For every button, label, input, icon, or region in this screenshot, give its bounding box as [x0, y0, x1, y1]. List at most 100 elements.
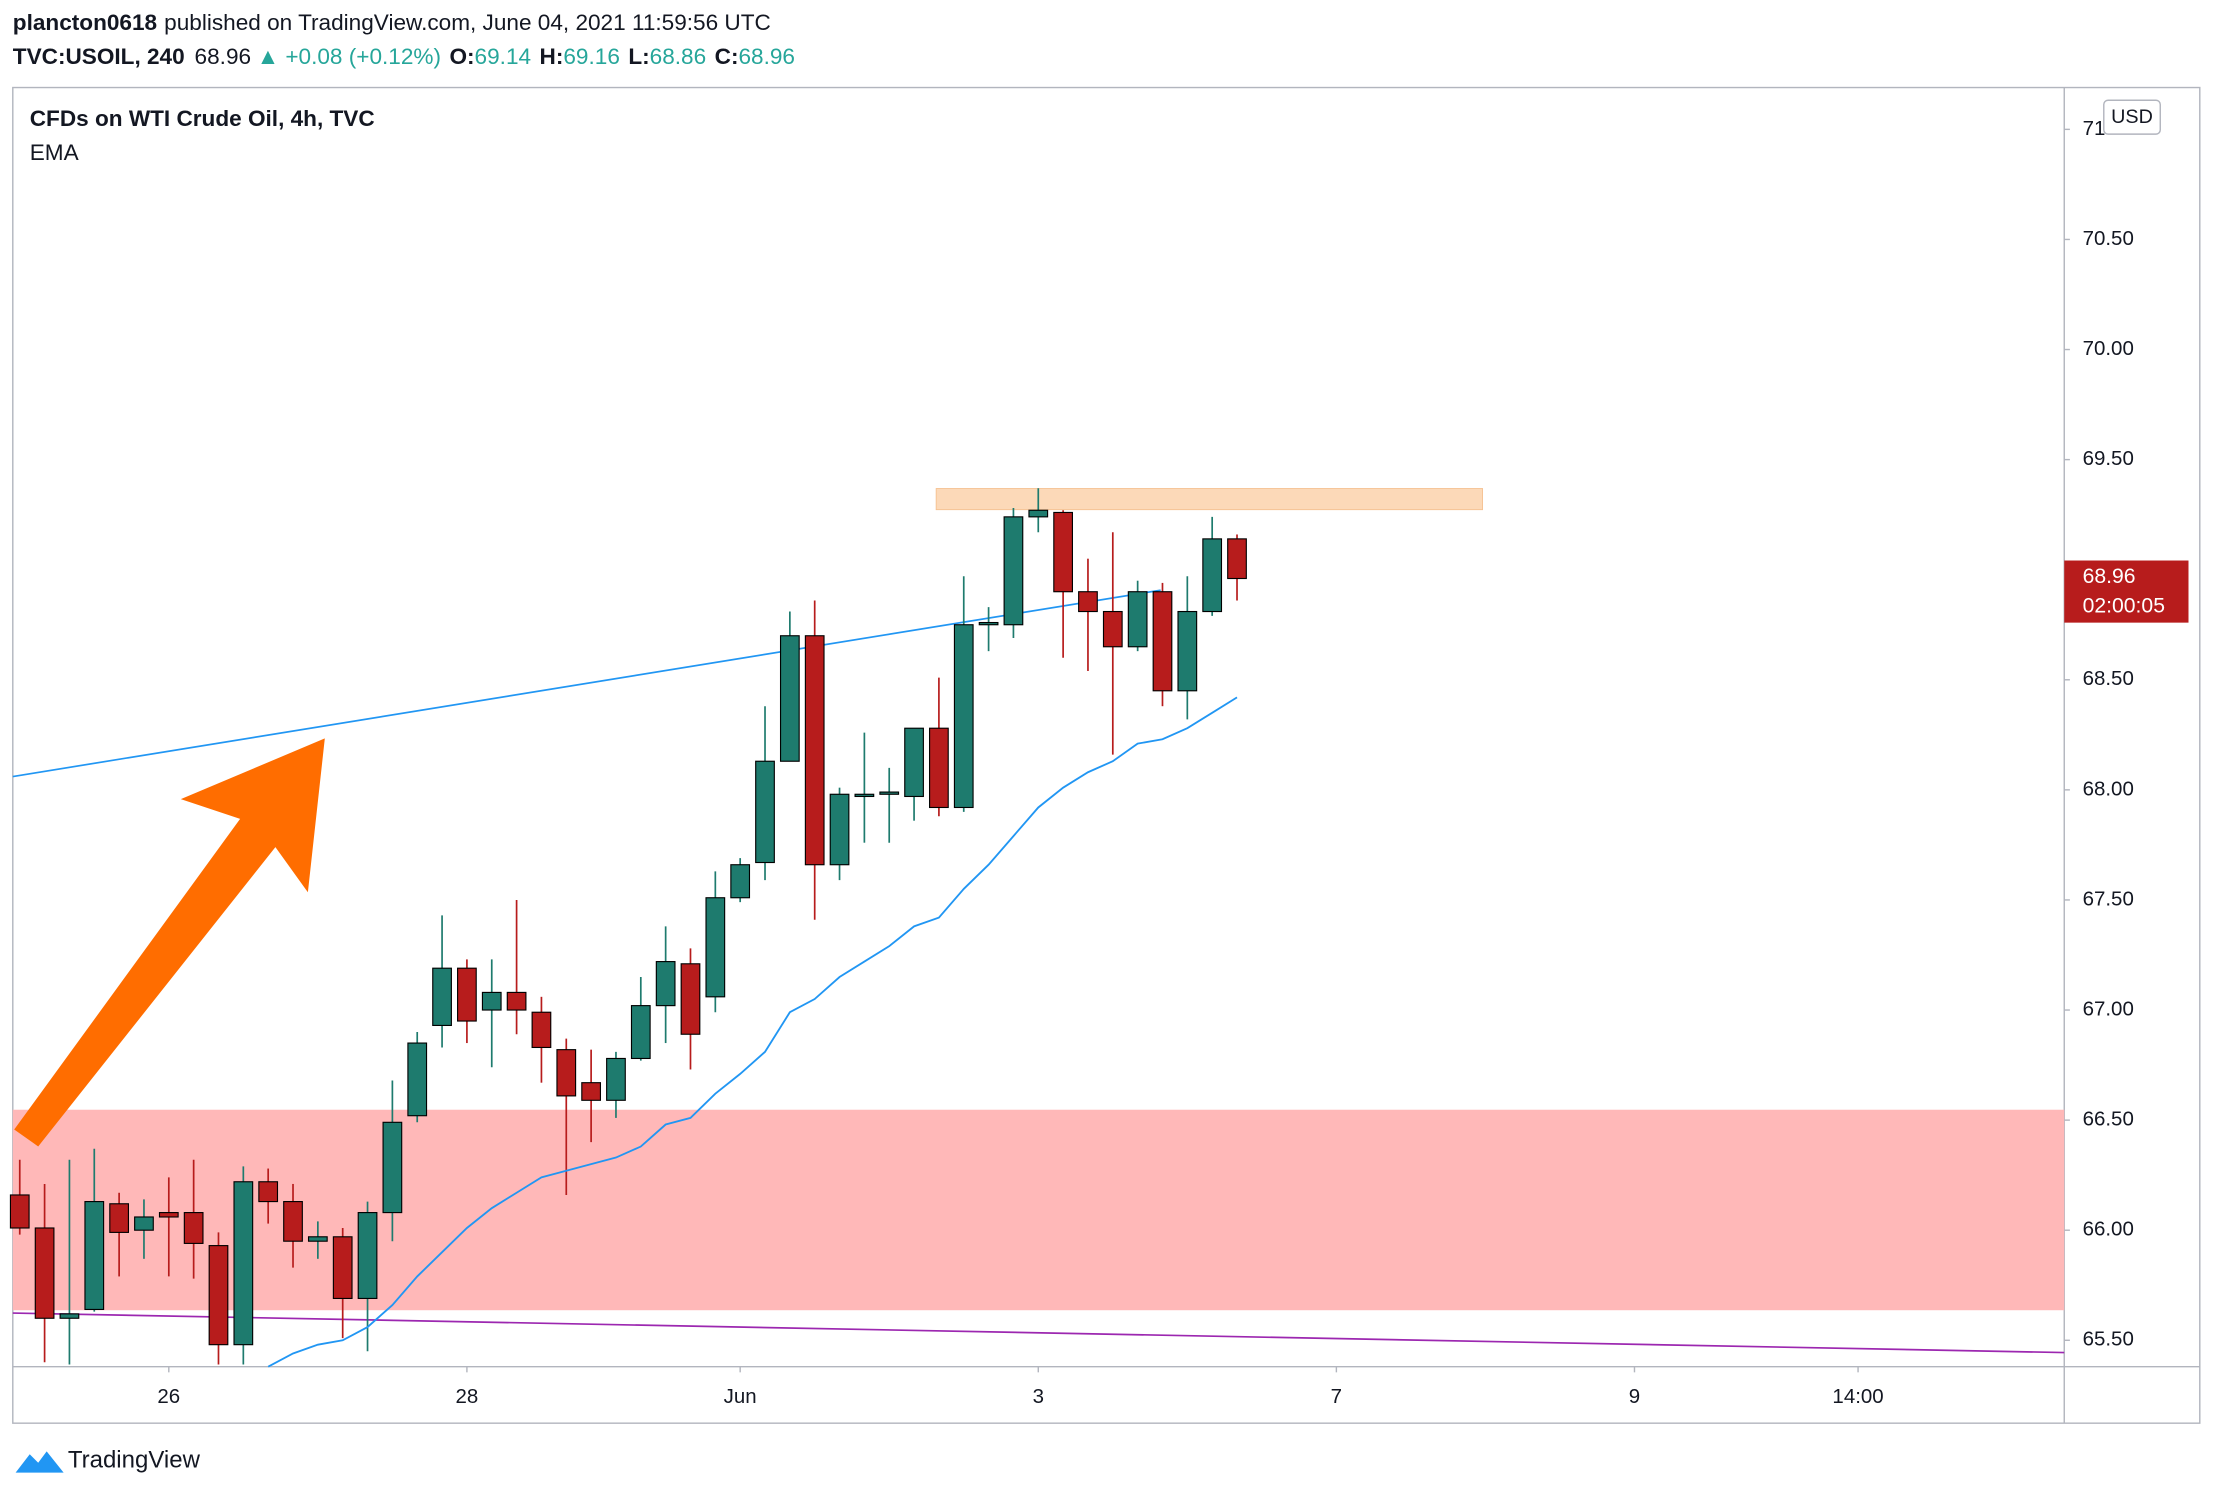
x-tick-label: Jun	[724, 1385, 757, 1408]
candle-body	[630, 1005, 651, 1060]
candle-body	[606, 1057, 626, 1101]
ohlc-label: L:	[628, 44, 649, 69]
candle-body	[1003, 516, 1024, 626]
x-tick-label: 26	[157, 1385, 180, 1408]
change: ▲ +0.08 (+0.12%)	[257, 44, 441, 69]
candle-body	[1053, 511, 1073, 593]
symbol-line: TVC:USOIL, 240 68.96 ▲ +0.08 (+0.12%) O:69.…	[13, 44, 795, 69]
candle-body	[779, 635, 800, 762]
y-tick-label: 68.00	[2083, 777, 2134, 800]
candle-body	[233, 1181, 254, 1346]
chart-frame	[12, 86, 2201, 1424]
candle-body	[432, 967, 452, 1027]
y-tick-label: 71	[2083, 117, 2106, 140]
resistance-zone	[935, 488, 1483, 511]
candle-body	[730, 864, 751, 899]
candle-body	[581, 1082, 601, 1101]
published: published on TradingView.com, June 04, 2…	[164, 10, 771, 35]
y-tick-label: 65.50	[2083, 1328, 2134, 1351]
candle-body	[854, 793, 875, 798]
x-tick-label: 3	[1033, 1385, 1044, 1408]
publish-line: plancton0618 published on TradingView.com…	[13, 10, 771, 35]
ema-line	[267, 696, 1238, 1368]
candle-body	[34, 1227, 55, 1319]
candle-body	[283, 1201, 303, 1242]
candle-body	[1202, 538, 1223, 613]
candle-body	[1127, 591, 1148, 648]
currency: USD	[2111, 106, 2153, 128]
candle-body	[904, 727, 924, 798]
candle-body	[183, 1212, 204, 1244]
last: 68.96	[195, 44, 252, 69]
candle-body	[1102, 610, 1123, 648]
symbol: TVC:USOIL, 240	[13, 44, 185, 69]
y-tick-label: 66.50	[2083, 1108, 2134, 1131]
trend-line	[12, 589, 1161, 778]
logo-icon	[15, 1451, 64, 1473]
candle-body	[879, 791, 900, 795]
currency-box[interactable]	[2103, 99, 2161, 135]
candle-body	[258, 1181, 279, 1203]
candle-body	[978, 621, 999, 626]
candle-body	[1152, 591, 1173, 692]
price-label-box	[2064, 560, 2189, 623]
y-tick-label: 67.50	[2083, 887, 2134, 910]
candle-body	[332, 1236, 353, 1300]
candle-body	[457, 967, 477, 1022]
plot: 65.5066.0066.5067.0067.5068.0068.5069.00…	[9, 117, 2134, 1408]
candle-body	[755, 760, 775, 864]
ohlc-value: 69.16	[563, 44, 620, 69]
y-tick-label: 67.00	[2083, 997, 2134, 1020]
logo: TradingView	[15, 1447, 201, 1474]
candle-body	[84, 1201, 105, 1311]
candle-body	[1177, 610, 1198, 692]
candle-body	[481, 991, 502, 1011]
user: plancton0618	[13, 10, 157, 35]
support-zone	[12, 1109, 2065, 1311]
ohlc-label: O:	[449, 44, 474, 69]
y-tick-label: 68.50	[2083, 667, 2134, 690]
brand: TradingView	[68, 1447, 201, 1474]
candle-body	[556, 1049, 577, 1097]
arrow	[14, 738, 325, 1147]
candle-body	[407, 1042, 428, 1117]
candle-body	[1227, 538, 1247, 580]
candle-body	[655, 961, 676, 1007]
candle-body	[357, 1212, 378, 1300]
candle-body	[1028, 509, 1049, 518]
candle-body	[1078, 591, 1098, 613]
candle-body	[929, 727, 949, 809]
candle-body	[382, 1121, 403, 1214]
ohlc-label: H:	[540, 44, 564, 69]
candle-body	[307, 1236, 328, 1242]
chart-title: CFDs on WTI Crude Oil, 4h, TVC	[30, 106, 375, 131]
y-tick-label: 70.50	[2083, 227, 2134, 250]
y-tick-label: 66.00	[2083, 1218, 2134, 1241]
ohlc-label: C:	[715, 44, 739, 69]
countdown: 02:00:05	[2083, 595, 2165, 618]
candle-body	[829, 793, 850, 866]
x-tick-label: 14:00	[1832, 1385, 1883, 1408]
x-tick-label: 28	[456, 1385, 479, 1408]
candle-body	[804, 635, 825, 866]
y-tick-label: 70.00	[2083, 337, 2134, 360]
candle-body	[134, 1216, 154, 1231]
candle-body	[109, 1203, 130, 1233]
x-tick-label: 9	[1629, 1385, 1640, 1408]
candle-body	[953, 624, 974, 809]
price-label: 68.96	[2083, 565, 2136, 588]
candle-body	[680, 963, 701, 1035]
candle-body	[705, 897, 726, 998]
legend-entry: EMA	[30, 140, 80, 165]
ohlc-value: 68.96	[738, 44, 795, 69]
candle-body	[208, 1245, 229, 1346]
candle-body	[158, 1212, 179, 1218]
candle-body	[9, 1194, 30, 1229]
ohlc-value: 68.86	[650, 44, 707, 69]
ohlc-value: 69.14	[475, 44, 532, 69]
trend-line	[12, 1312, 2065, 1354]
candle-body	[59, 1313, 80, 1319]
candle-body	[506, 991, 527, 1011]
